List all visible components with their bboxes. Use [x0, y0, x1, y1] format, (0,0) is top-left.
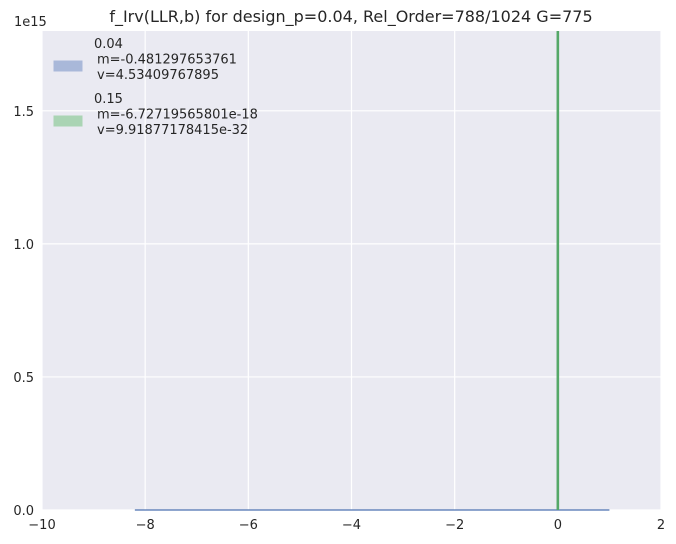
tick-labels: −10 −8 −6 −4 −2 0 2 0.0 0.5 1.0 1.5: [13, 105, 665, 533]
legend-label-1-line-2: m=-0.481297653761: [97, 53, 237, 68]
legend-label-2-line-1: 0.15: [94, 92, 123, 107]
y-offset-label: 1e15: [14, 15, 47, 30]
x-tick-label: −2: [445, 518, 464, 533]
legend-label-1-line-1: 0.04: [94, 37, 123, 52]
x-tick-label: −4: [342, 518, 361, 533]
x-tick-label: −8: [136, 518, 155, 533]
chart-title: f_Irv(LLR,b) for design_p=0.04, Rel_Orde…: [109, 7, 592, 27]
x-tick-label: 0: [554, 518, 562, 533]
x-tick-label: −6: [239, 518, 258, 533]
x-tick-label: 2: [657, 518, 665, 533]
x-tick-label: −10: [28, 518, 55, 533]
series-layer: [134, 31, 610, 511]
legend-label-2-line-2: m=-6.72719565801e-18: [97, 108, 258, 123]
legend-label-2-line-3: v=9.91877178415e-32: [97, 123, 248, 138]
y-tick-label: 0.5: [13, 371, 34, 386]
legend-swatch-2: [53, 115, 83, 127]
legend-swatch-1: [53, 60, 83, 72]
y-tick-label: 1.5: [13, 105, 34, 120]
y-tick-label: 0.0: [13, 504, 34, 519]
y-tick-label: 1.0: [13, 238, 34, 253]
legend-label-1-line-3: v=4.53409767895: [97, 68, 219, 83]
